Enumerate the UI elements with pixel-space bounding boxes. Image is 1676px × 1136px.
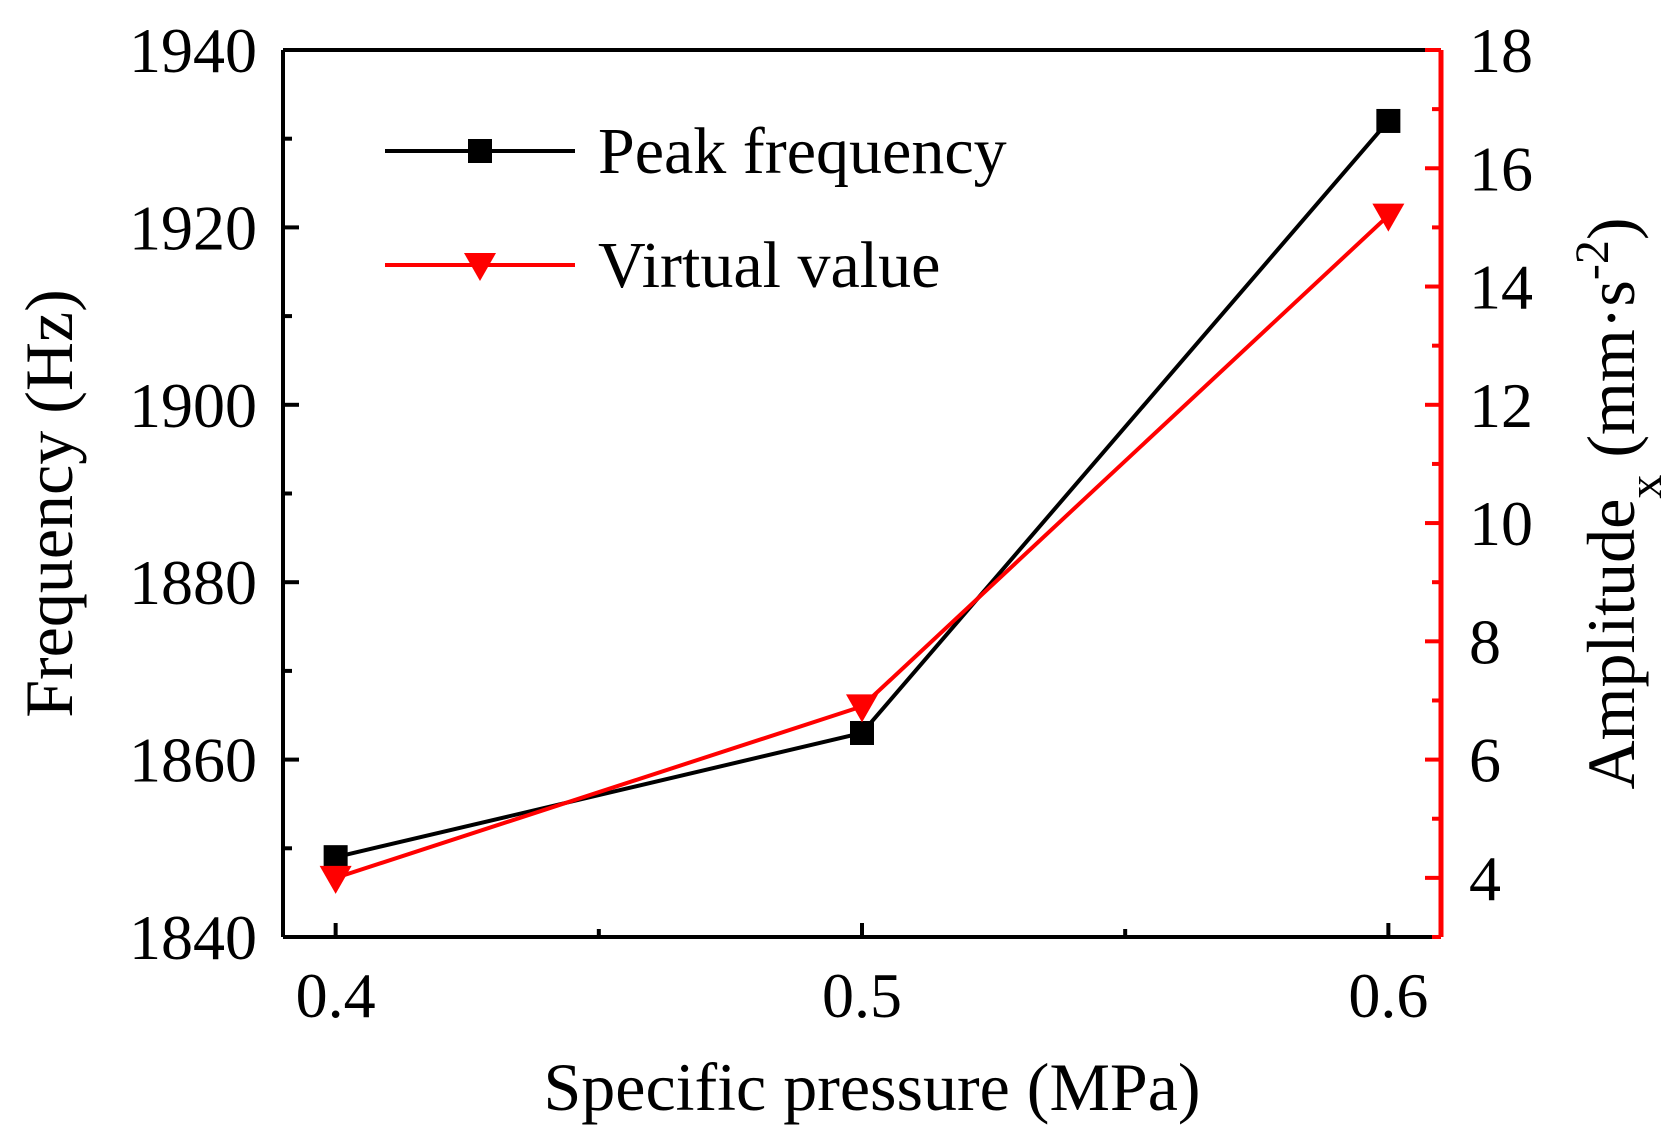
- y-right-tick-label: 4: [1469, 843, 1501, 914]
- data-point-triangle: [1372, 203, 1405, 232]
- y-axis-left-title: Frequency (Hz): [11, 289, 87, 718]
- y-axis-right: 4 6 8 10 12 14 16 18: [1425, 15, 1533, 939]
- y-right-tick-label: 16: [1469, 133, 1533, 204]
- x-axis: 0.4 0.5 0.6: [296, 923, 1428, 1031]
- y-right-tick-label: 14: [1469, 252, 1533, 323]
- y-left-tick-label: 1900: [129, 370, 257, 441]
- data-point-triangle: [846, 694, 878, 723]
- y-axis-right-title-subscript: x: [1619, 475, 1672, 499]
- legend-marker-square: [468, 139, 492, 163]
- data-point-square: [1376, 108, 1401, 133]
- x-axis-title: Specific pressure (MPa): [543, 1049, 1200, 1125]
- y-left-tick-label: 1880: [129, 547, 257, 618]
- x-tick-label: 0.5: [822, 960, 902, 1031]
- y-axis-right-title-unit-open: (mm·s: [1573, 280, 1649, 475]
- y-axis-left: 1840 1860 1880 1900 1920 1940: [129, 15, 299, 973]
- data-point-square: [850, 720, 874, 745]
- data-point-triangle: [319, 865, 352, 894]
- y-axis-right-title-base: Amplitude: [1573, 499, 1649, 790]
- y-left-tick-label: 1940: [129, 15, 257, 86]
- y-axis-right-title-superscript: -2: [1566, 240, 1619, 280]
- y-axis-right-title-unit-close: ): [1573, 217, 1649, 240]
- legend-label: Peak frequency: [598, 115, 1007, 188]
- y-left-tick-label: 1920: [129, 192, 257, 263]
- legend-label: Virtual value: [598, 229, 940, 302]
- series-line-triangle-down: [335, 214, 1390, 880]
- y-right-tick-label: 18: [1469, 15, 1533, 86]
- data-point-square: [323, 845, 348, 870]
- y-left-tick-label: 1860: [129, 725, 257, 796]
- series-layer: [319, 108, 1405, 894]
- legend: Peak frequency Virtual value: [385, 115, 1007, 302]
- y-right-tick-label: 12: [1469, 370, 1533, 441]
- legend-marker-triangle: [464, 253, 496, 281]
- y-left-tick-label: 1840: [129, 902, 257, 973]
- y-right-tick-label: 10: [1469, 488, 1533, 559]
- y-right-tick-label: 8: [1469, 606, 1501, 677]
- y-right-tick-label: 6: [1469, 725, 1501, 796]
- x-tick-label: 0.6: [1348, 960, 1428, 1031]
- x-tick-label: 0.4: [296, 960, 376, 1031]
- y-axis-right-title: Amplitudex (mm·s-2): [1566, 217, 1672, 789]
